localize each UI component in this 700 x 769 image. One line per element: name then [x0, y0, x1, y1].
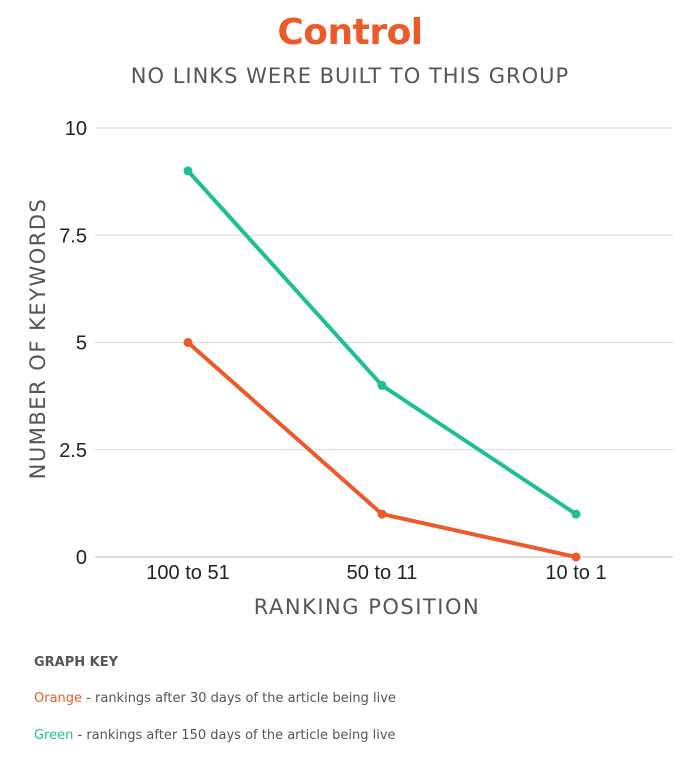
- graph-key-green: Green - rankings after 150 days of the a…: [34, 728, 396, 743]
- graph-key-green-label: Green: [34, 728, 74, 743]
- data-point: [377, 509, 387, 519]
- x-tick-label: 10 to 1: [545, 562, 606, 584]
- y-tick-label: 0: [76, 547, 87, 569]
- y-tick-label: 7.5: [59, 225, 87, 247]
- data-point: [183, 338, 193, 347]
- graph-key-green-description: - rankings after 150 days of the article…: [73, 728, 396, 743]
- data-point: [571, 509, 581, 519]
- chart-title: Control: [277, 12, 423, 53]
- line-chart: 0 2.5 5 7.5 10 100 to 51 50 to 11 10 to 1 RANKIN…: [26, 118, 673, 619]
- x-tick-label: 50 to 11: [347, 562, 418, 584]
- x-tick-label: 100 to 51: [146, 562, 229, 584]
- data-point: [571, 552, 581, 562]
- data-point: [183, 166, 193, 176]
- graph-key-orange-description: - rankings after 30 days of the article …: [82, 691, 396, 706]
- graph-key-heading: GRAPH KEY: [34, 655, 119, 670]
- y-tick-label: 2.5: [59, 440, 87, 462]
- y-tick-label: 10: [65, 118, 87, 140]
- data-point: [377, 380, 387, 390]
- graph-key-orange-label: Orange: [34, 691, 83, 706]
- y-axis-title: NUMBER OF KEYWORDS: [26, 198, 50, 480]
- chart-subtitle: NO LINKS WERE BUILT TO THIS GROUP: [130, 64, 570, 88]
- y-tick-label: 5: [76, 333, 87, 355]
- x-axis-title: RANKING POSITION: [254, 595, 480, 619]
- graph-key-orange: Orange - rankings after 30 days of the a…: [34, 691, 396, 706]
